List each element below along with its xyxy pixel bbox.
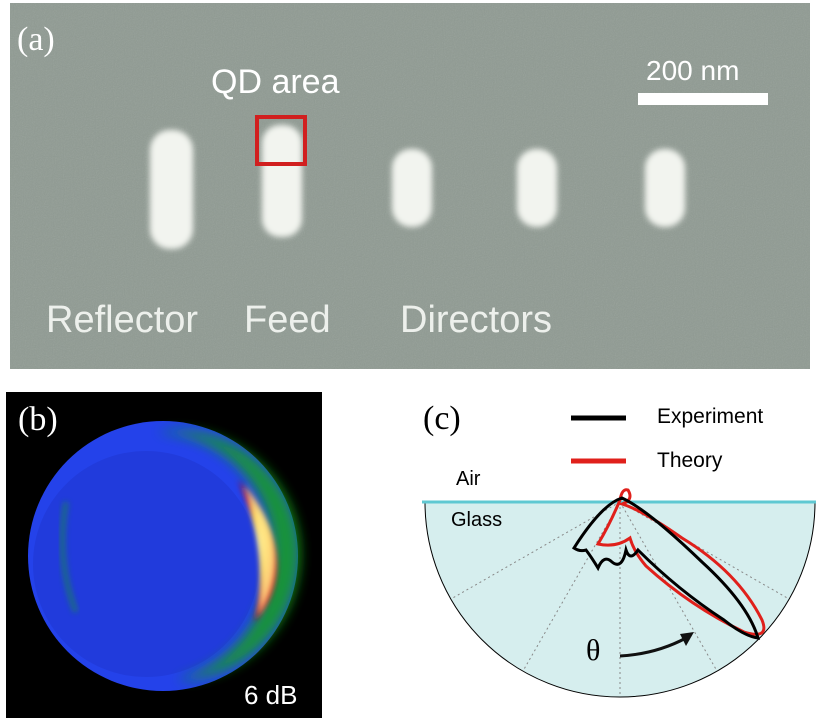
legend-experiment: Experiment bbox=[657, 405, 764, 428]
panel-b-label: (b) bbox=[18, 401, 58, 438]
qd-area-box bbox=[255, 115, 307, 166]
polar-plot-panel: (c) Experiment Theory Air Glass θ bbox=[330, 392, 816, 718]
theta-arrowhead bbox=[680, 632, 694, 646]
directors-label: Directors bbox=[400, 299, 553, 341]
feed-element bbox=[262, 125, 302, 237]
director-element bbox=[517, 149, 557, 227]
glass-label: Glass bbox=[451, 509, 503, 531]
sem-image-panel: (a) QD area 200 nm Reflector Feed Direct… bbox=[10, 3, 810, 369]
director-element bbox=[645, 149, 685, 227]
scale-db-label: 6 dB bbox=[244, 680, 298, 710]
scale-bar-label: 200 nm bbox=[646, 55, 740, 86]
theta-symbol: θ bbox=[586, 634, 601, 667]
panel-a-label: (a) bbox=[17, 21, 55, 58]
qd-area-label: QD area bbox=[211, 63, 340, 101]
radiation-pattern-panel: (b) 6 dB bbox=[6, 392, 322, 718]
scale-bar bbox=[638, 93, 768, 105]
panel-c-label: (c) bbox=[423, 400, 461, 437]
reflector-element bbox=[150, 130, 193, 249]
experiment-curve bbox=[571, 496, 761, 640]
radiation-pattern-image bbox=[6, 392, 322, 718]
legend-theory: Theory bbox=[657, 449, 723, 472]
sem-image bbox=[10, 3, 810, 369]
polar-plot bbox=[422, 415, 816, 698]
theta-arrow bbox=[619, 636, 687, 658]
reflector-label: Reflector bbox=[46, 299, 199, 341]
feed-label: Feed bbox=[244, 299, 331, 341]
director-element bbox=[392, 149, 432, 227]
glass-half-space bbox=[425, 502, 815, 697]
air-label: Air bbox=[456, 468, 481, 490]
